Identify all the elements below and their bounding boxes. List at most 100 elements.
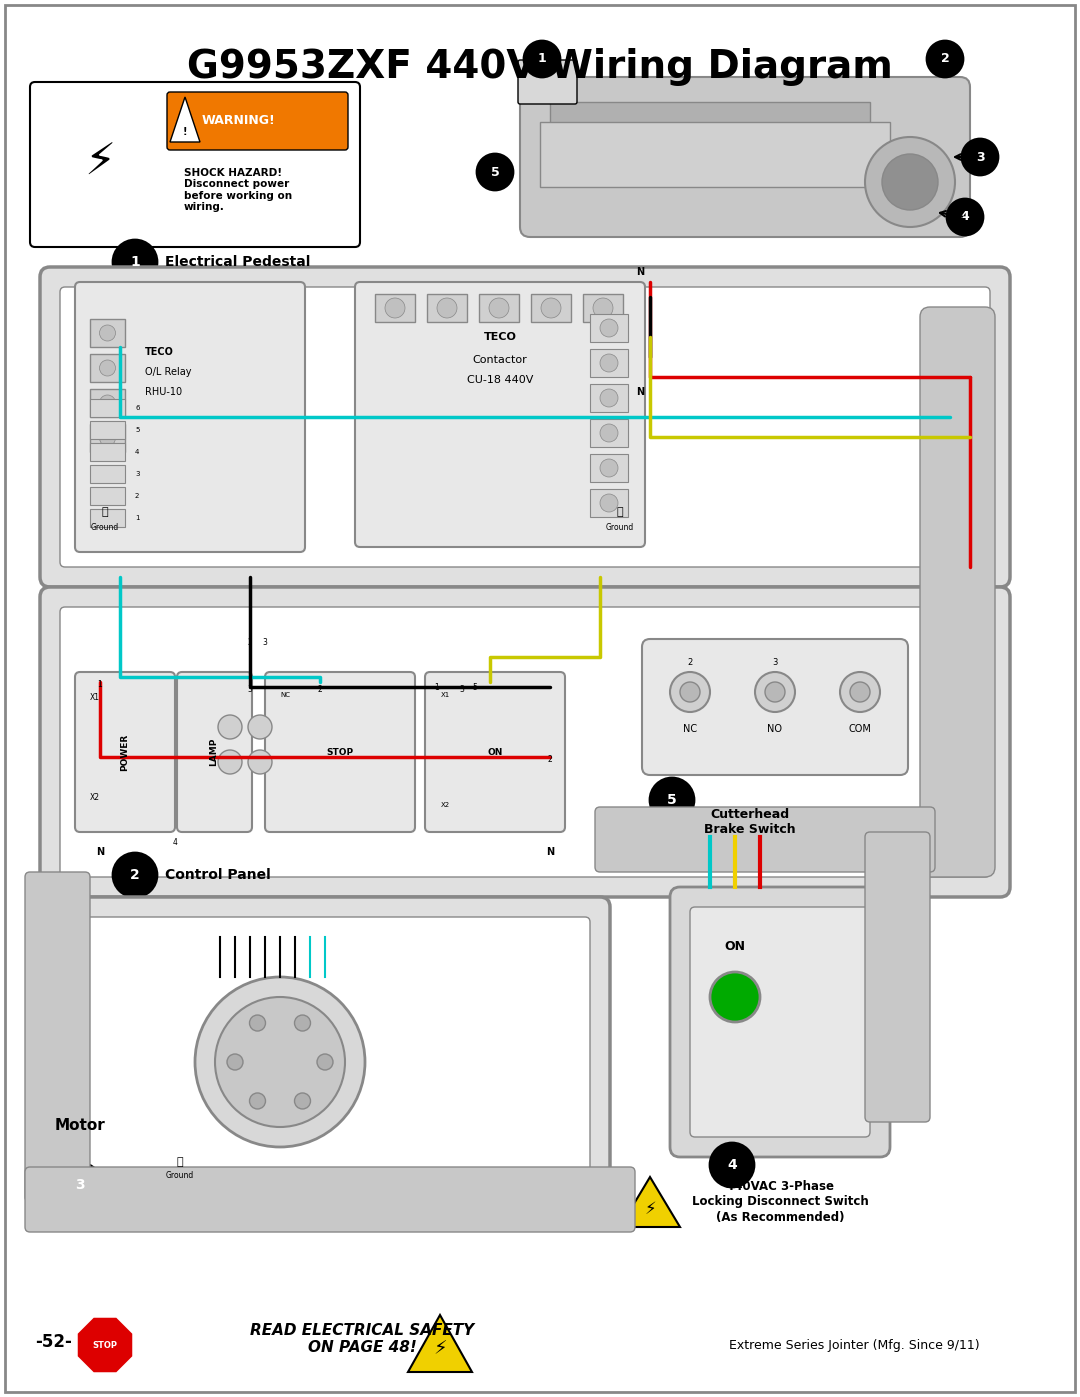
Circle shape bbox=[650, 778, 694, 821]
Circle shape bbox=[882, 154, 939, 210]
Circle shape bbox=[840, 672, 880, 712]
Text: Ground: Ground bbox=[606, 522, 634, 531]
Text: 1: 1 bbox=[538, 53, 546, 66]
Text: CU-18 440V: CU-18 440V bbox=[467, 374, 534, 386]
Text: X1: X1 bbox=[90, 693, 100, 701]
Polygon shape bbox=[170, 96, 200, 142]
Bar bbox=[590, 384, 627, 412]
Text: 2: 2 bbox=[548, 754, 552, 764]
FancyBboxPatch shape bbox=[595, 807, 935, 872]
Bar bbox=[590, 419, 627, 447]
Text: 2: 2 bbox=[687, 658, 692, 666]
Circle shape bbox=[962, 138, 998, 175]
Text: 4: 4 bbox=[960, 211, 970, 224]
Bar bbox=[427, 293, 467, 321]
Circle shape bbox=[295, 1092, 311, 1109]
Text: 1: 1 bbox=[130, 256, 140, 270]
Text: !: ! bbox=[183, 127, 187, 137]
Text: TECO: TECO bbox=[145, 346, 174, 358]
Polygon shape bbox=[408, 1315, 472, 1372]
Text: ON: ON bbox=[487, 747, 502, 757]
Circle shape bbox=[99, 430, 116, 446]
Text: ⏚: ⏚ bbox=[617, 507, 623, 517]
Circle shape bbox=[227, 1053, 243, 1070]
Bar bbox=[480, 293, 519, 321]
Text: Cutterhead
Brake Switch: Cutterhead Brake Switch bbox=[704, 807, 796, 835]
Bar bbox=[590, 454, 627, 482]
Text: Electrical Pedestal: Electrical Pedestal bbox=[165, 256, 310, 270]
Text: 2: 2 bbox=[247, 637, 253, 647]
FancyBboxPatch shape bbox=[642, 638, 908, 775]
Text: COM: COM bbox=[849, 724, 872, 733]
Text: 5: 5 bbox=[490, 165, 499, 179]
Text: ON: ON bbox=[725, 940, 745, 954]
Text: 3: 3 bbox=[135, 471, 139, 476]
Circle shape bbox=[947, 198, 983, 235]
FancyBboxPatch shape bbox=[167, 92, 348, 149]
Text: Control Panel: Control Panel bbox=[165, 868, 271, 882]
Text: TECO: TECO bbox=[484, 332, 516, 342]
Circle shape bbox=[99, 326, 116, 341]
Circle shape bbox=[765, 682, 785, 703]
Circle shape bbox=[384, 298, 405, 319]
Circle shape bbox=[600, 495, 618, 511]
Text: ⚡: ⚡ bbox=[644, 1200, 656, 1218]
Text: 3: 3 bbox=[262, 637, 268, 647]
Circle shape bbox=[600, 319, 618, 337]
Bar bbox=[90, 443, 125, 461]
Text: 1: 1 bbox=[97, 679, 103, 689]
Circle shape bbox=[248, 715, 272, 739]
Circle shape bbox=[600, 425, 618, 441]
Text: X2: X2 bbox=[90, 792, 100, 802]
Circle shape bbox=[670, 672, 710, 712]
Text: N: N bbox=[545, 847, 554, 856]
Circle shape bbox=[600, 353, 618, 372]
Circle shape bbox=[318, 1053, 333, 1070]
Circle shape bbox=[248, 750, 272, 774]
Text: 440VAC 3-Phase
Locking Disconnect Switch
(As Recommended): 440VAC 3-Phase Locking Disconnect Switch… bbox=[691, 1180, 868, 1224]
Text: 2: 2 bbox=[318, 685, 322, 693]
FancyBboxPatch shape bbox=[60, 286, 990, 567]
FancyBboxPatch shape bbox=[60, 916, 590, 1187]
Text: STOP: STOP bbox=[93, 1341, 118, 1350]
Text: RHU-10: RHU-10 bbox=[145, 387, 183, 397]
Circle shape bbox=[477, 154, 513, 190]
Bar bbox=[90, 425, 125, 453]
Bar bbox=[90, 509, 125, 527]
Text: -52-: -52- bbox=[35, 1333, 72, 1351]
Bar bbox=[550, 102, 870, 127]
Circle shape bbox=[195, 977, 365, 1147]
FancyBboxPatch shape bbox=[75, 672, 175, 833]
Bar bbox=[540, 122, 890, 187]
Text: 3: 3 bbox=[975, 151, 984, 163]
Bar bbox=[90, 420, 125, 439]
Circle shape bbox=[99, 360, 116, 376]
Circle shape bbox=[850, 682, 870, 703]
Text: 5: 5 bbox=[473, 683, 477, 692]
Bar bbox=[590, 349, 627, 377]
Text: 4: 4 bbox=[727, 1158, 737, 1172]
Text: G9953ZXF 440V Wiring Diagram: G9953ZXF 440V Wiring Diagram bbox=[187, 47, 893, 87]
Bar bbox=[590, 314, 627, 342]
Text: ⚡: ⚡ bbox=[84, 141, 116, 183]
FancyBboxPatch shape bbox=[177, 672, 252, 833]
FancyBboxPatch shape bbox=[690, 907, 870, 1137]
Text: N: N bbox=[636, 387, 644, 397]
Text: LAMP: LAMP bbox=[210, 738, 218, 766]
Text: 6: 6 bbox=[135, 405, 139, 411]
Text: 2: 2 bbox=[135, 493, 139, 499]
Circle shape bbox=[593, 298, 613, 319]
Circle shape bbox=[680, 682, 700, 703]
FancyBboxPatch shape bbox=[40, 587, 1010, 897]
Bar bbox=[531, 293, 571, 321]
Polygon shape bbox=[620, 1178, 680, 1227]
Text: Motor: Motor bbox=[55, 1118, 106, 1133]
Text: 3: 3 bbox=[460, 685, 464, 693]
Circle shape bbox=[437, 298, 457, 319]
Text: N: N bbox=[96, 847, 104, 856]
Bar bbox=[90, 400, 125, 416]
FancyBboxPatch shape bbox=[355, 282, 645, 548]
Circle shape bbox=[710, 1143, 754, 1187]
FancyBboxPatch shape bbox=[25, 872, 90, 1201]
Text: 2: 2 bbox=[130, 868, 140, 882]
